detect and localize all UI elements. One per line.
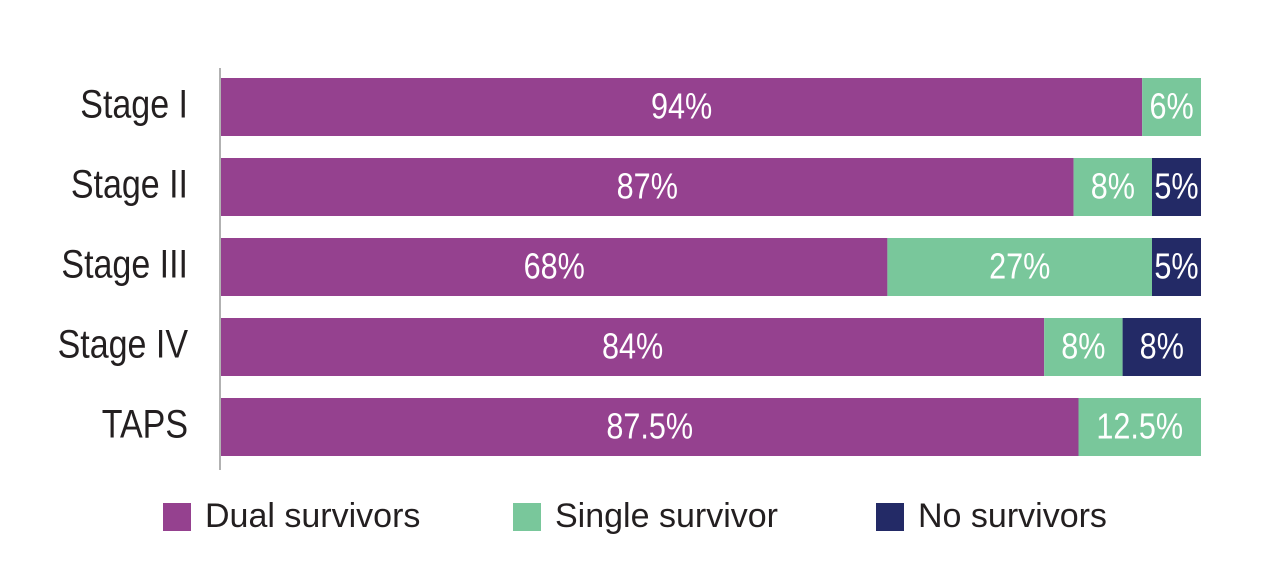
value-label: 8%	[1061, 327, 1105, 367]
value-label: 87%	[617, 167, 678, 207]
bar-segment	[887, 238, 1152, 296]
bar-segment	[1152, 158, 1201, 216]
bar-segment	[1078, 398, 1201, 456]
legend-swatch	[876, 503, 904, 531]
value-label: 87.5%	[606, 407, 693, 447]
value-label: 5%	[1154, 247, 1198, 287]
value-label: 27%	[989, 247, 1050, 287]
bar-segment	[221, 158, 1074, 216]
value-label: 94%	[651, 87, 712, 127]
bar-segment	[1044, 318, 1123, 376]
legend-label: No survivors	[918, 497, 1107, 535]
category-label: Stage III	[61, 241, 188, 286]
value-label: 68%	[524, 247, 585, 287]
category-label: Stage IV	[58, 321, 189, 366]
category-label: Stage I	[80, 81, 188, 126]
value-label: 84%	[602, 327, 663, 367]
bar-segment	[1142, 78, 1201, 136]
bar-segment	[1122, 318, 1201, 376]
value-label: 8%	[1091, 167, 1135, 207]
value-label: 8%	[1140, 327, 1184, 367]
legend-swatch	[163, 503, 191, 531]
category-label: TAPS	[102, 401, 188, 446]
bar-segment	[1152, 238, 1201, 296]
bar-segment	[221, 398, 1079, 456]
category-label: Stage II	[71, 161, 188, 206]
legend-label: Single survivor	[555, 497, 778, 535]
bar-segment	[221, 238, 888, 296]
bar-segment	[221, 318, 1045, 376]
value-label: 5%	[1154, 167, 1198, 207]
value-label: 12.5%	[1096, 407, 1183, 447]
value-label: 6%	[1149, 87, 1193, 127]
legend-label: Dual survivors	[205, 497, 420, 535]
bar-segment	[221, 78, 1143, 136]
legend-swatch	[513, 503, 541, 531]
bar-segment	[1073, 158, 1152, 216]
